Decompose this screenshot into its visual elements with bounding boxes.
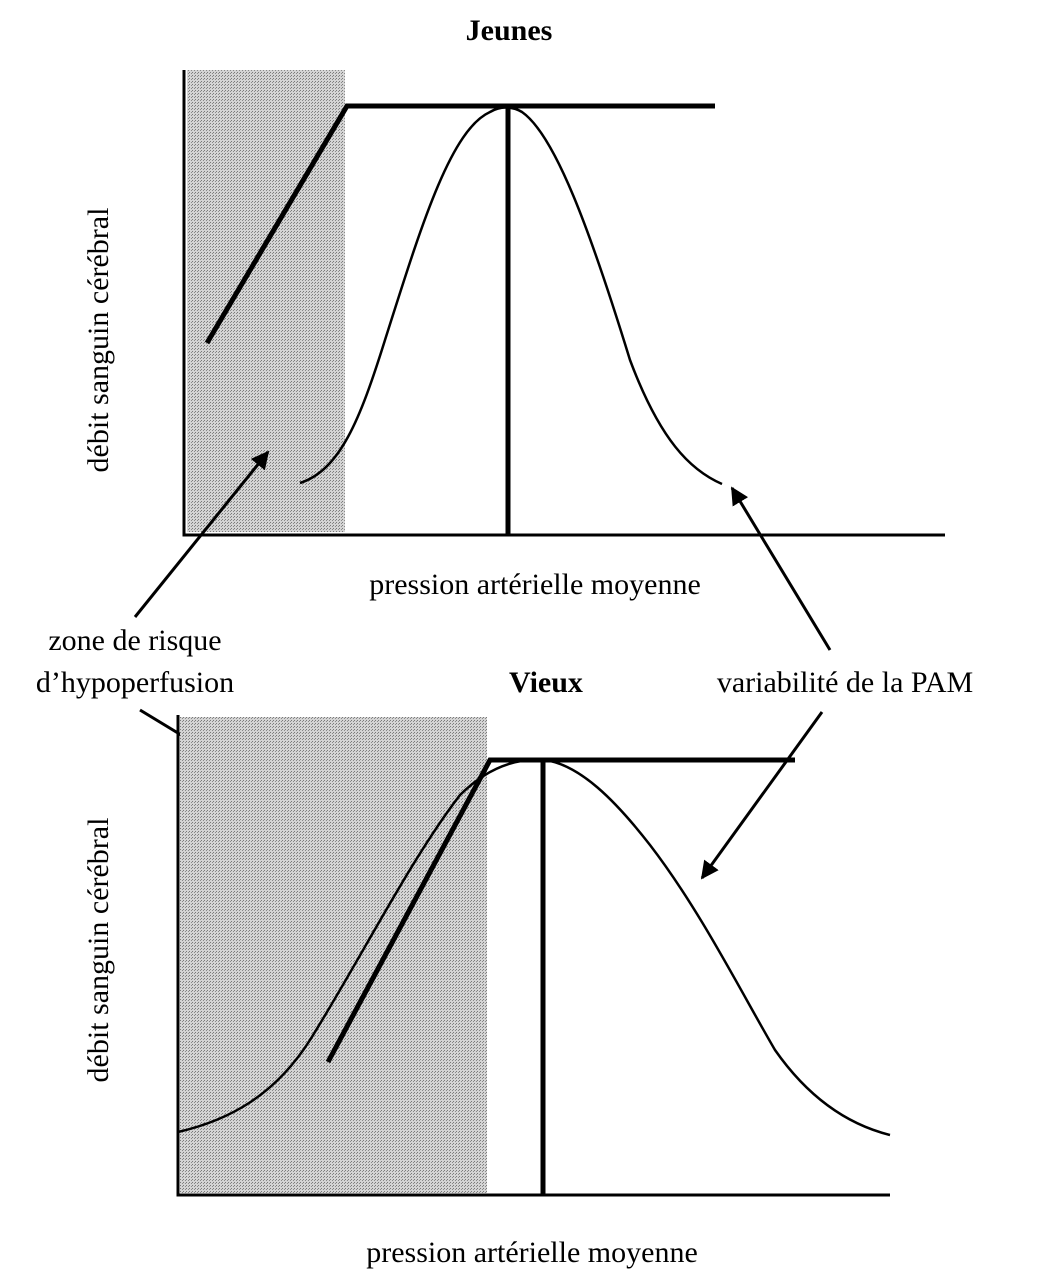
risk-zone: [180, 717, 487, 1193]
autoregulation-line: [325, 757, 795, 1064]
axes: [176, 715, 890, 1197]
arrow: [700, 711, 824, 880]
y-axis-label: débit sanguin cérébral: [82, 208, 115, 473]
pressure-distribution: [299, 106, 723, 486]
axes: [182, 70, 945, 537]
annotation: zone de risque: [48, 624, 221, 657]
y-axis-label: débit sanguin cérébral: [82, 818, 115, 1083]
arrow: [730, 486, 832, 651]
autoregulation-line: [204, 103, 715, 345]
x-axis-label: pression artérielle moyenne: [366, 1236, 698, 1269]
panel-title: Vieux: [509, 666, 583, 699]
risk-zone: [187, 70, 345, 532]
panel-title: Jeunes: [466, 14, 553, 47]
pressure-distribution: [177, 758, 891, 1137]
annotation: variabilité de la PAM: [717, 666, 973, 699]
arrow: [133, 450, 270, 618]
annotation: d’hypoperfusion: [36, 666, 234, 699]
x-axis-label: pression artérielle moyenne: [369, 568, 701, 601]
